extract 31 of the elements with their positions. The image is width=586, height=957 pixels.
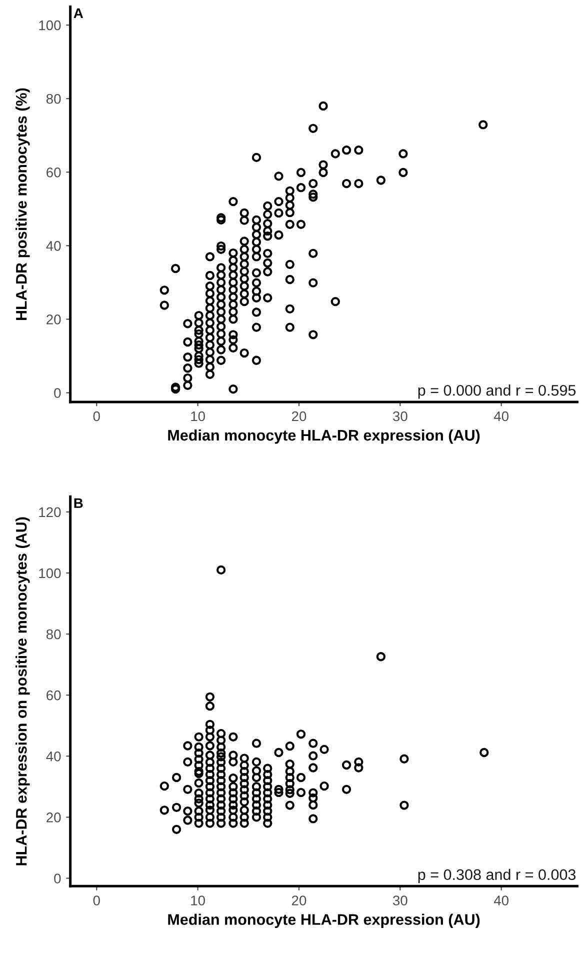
y-tick-label: 60 <box>46 690 61 700</box>
x-tick-label: 10 <box>191 411 205 422</box>
y-tick-label: 100 <box>39 20 61 30</box>
y-tick-label: 20 <box>46 812 61 822</box>
chart-title: B <box>74 498 83 508</box>
annotation: p = 0.000 and r = 0.595 <box>418 384 576 399</box>
y-tick-label: 80 <box>46 94 61 104</box>
y-tick-label: 80 <box>46 629 61 640</box>
x-tick-label: 20 <box>292 896 306 906</box>
annotation: p = 0.308 and r = 0.003 <box>418 868 576 884</box>
x-tick-label: 10 <box>191 896 205 906</box>
x-tick-label: 0 <box>93 411 100 422</box>
chart-title: A <box>74 8 84 18</box>
y-tick-label: 100 <box>39 568 61 578</box>
x-tick-label: 40 <box>494 896 509 906</box>
y-tick-label: 40 <box>46 241 61 251</box>
y-tick-label: 40 <box>46 751 61 762</box>
x-tick-label: 20 <box>292 411 306 422</box>
y-tick-label: 20 <box>46 314 61 324</box>
x-axis-title: Median monocyte HLA-DR expression (AU) <box>168 429 480 444</box>
y-tick-label: 60 <box>46 167 61 178</box>
y-tick-label: 0 <box>54 874 61 884</box>
x-tick-label: 40 <box>494 411 509 422</box>
y-axis-title: HLA-DR expression on positive monocytes (AU) <box>16 517 30 866</box>
y-tick-label: 120 <box>39 507 61 518</box>
x-axis-title: Median monocyte HLA-DR expression (AU) <box>168 914 480 928</box>
x-tick-label: 30 <box>392 896 408 906</box>
x-tick-label: 0 <box>93 896 100 906</box>
x-tick-label: 30 <box>392 411 408 422</box>
y-axis-title: HLA-DR positive monocytes (%) <box>16 88 30 320</box>
y-tick-label: 0 <box>54 388 61 398</box>
